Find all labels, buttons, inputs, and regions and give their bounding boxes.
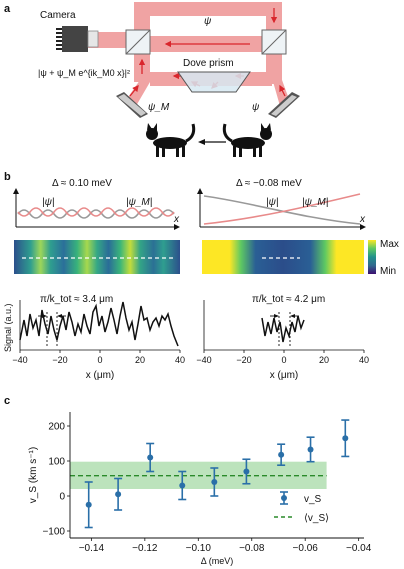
cat-left-icon [146,123,196,157]
panel-c-label: c [4,395,10,407]
right-xtick: 0 [281,355,286,365]
left-psi-m-label: |ψ_M| [126,197,152,208]
colorbar-max-label: Max [380,239,399,250]
colorbar [368,240,376,274]
data-point [278,451,285,458]
x-axis-label: Δ (meV) [201,556,234,566]
mirror-right [268,92,300,118]
mirror-left [116,92,148,118]
velocity-chart: −100 0 100 200 −0.14 −0.12 −0.10 −0.08 −0.06 −0.0… [28,412,372,566]
beam-paths [86,2,290,106]
x-tick-label: −0.14 [79,543,105,554]
legend-marker [281,495,287,501]
dove-prism [177,71,251,93]
cat-arrow-head [198,139,205,145]
x-tick-label: −0.10 [186,543,212,554]
panel-b-label: b [4,171,11,183]
y-tick-label: 200 [48,422,65,433]
legend-label-mean: ⟨v_S⟩ [304,513,329,524]
right-signal-plot [203,300,364,351]
data-point [307,446,314,453]
camera-label: Camera [40,10,76,21]
data-point [115,491,122,498]
left-period-annotation: π/k_tot ≈ 3.4 μm [40,294,113,305]
colorbar-min-label: Min [380,266,396,277]
x-tick-label: −0.06 [293,543,319,554]
right-xlabel: x (μm) [270,370,299,381]
data-point [243,468,250,475]
camera-formula: |ψ + ψ_M e^{ik_M0 x}|² [38,68,130,78]
left-signal-plot [19,300,180,351]
left-xtick: −20 [52,355,67,365]
right-psi-m-label: |ψ_M| [302,197,328,208]
right-x-label: x [359,214,366,225]
psi-label: ψ [204,16,212,27]
y-tick-label: 0 [59,492,65,503]
dove-prism-label: Dove prism [183,58,234,69]
right-wave-schematic [197,188,366,230]
left-xtick: 40 [175,355,185,365]
left-xtick: −40 [12,355,27,365]
right-xticks [203,350,365,353]
left-x-label: x [173,214,180,225]
y-tick-label: 100 [48,457,65,468]
left-wave-schematic [13,188,180,230]
signal-ylabel: Signal (a.u.) [3,303,13,352]
right-interference-image [202,240,364,274]
left-psi-label: |ψ| [42,197,54,208]
left-xlabel: x (μm) [86,370,115,381]
right-xtick: −20 [236,355,251,365]
data-point [85,501,92,508]
x-tick-label: −0.12 [132,543,158,554]
left-delta-label: Δ ≈ 0.10 meV [52,178,112,189]
panel-a-label: a [4,3,11,15]
left-xtick: 20 [135,355,145,365]
psi-m-label: ψ_M [148,102,170,113]
panel-b: b Δ ≈ 0.10 meV |ψ| |ψ_M| x Δ ≈ −0.08 meV… [3,171,399,381]
beam-splitter-right [261,29,287,55]
psi-label-right: ψ [252,102,260,113]
right-xtick: 20 [319,355,329,365]
y-axis-label: v_S (km s⁻¹) [28,447,39,503]
legend-label-vs: v_S [304,494,322,505]
beam-splitter-left [125,29,151,55]
y-tick-label: −100 [42,527,65,538]
left-xtick: 0 [97,355,102,365]
data-point [211,479,218,485]
x-tick-label: −0.08 [239,543,265,554]
data-point [179,482,186,489]
cat-right-icon [222,123,272,157]
x-tick-label: −0.04 [346,543,372,554]
panel-a: a Camera |ψ + ψ_M e^{ik_M0 x}|² [4,2,300,157]
right-period-annotation: π/k_tot ≈ 4.2 μm [252,294,325,305]
left-xticks [19,350,181,353]
right-psi-label: |ψ| [266,197,278,208]
right-xtick: 40 [359,355,369,365]
right-delta-label: Δ ≈ −0.08 meV [236,178,302,189]
data-point [147,454,154,461]
right-xtick: −40 [196,355,211,365]
camera-icon [56,26,99,52]
left-interference-image [14,240,180,274]
data-point [342,435,349,442]
panel-c: c −100 0 100 200 −0.14 −0.12 −0.10 −0.08 −0.06 −0… [4,395,372,566]
